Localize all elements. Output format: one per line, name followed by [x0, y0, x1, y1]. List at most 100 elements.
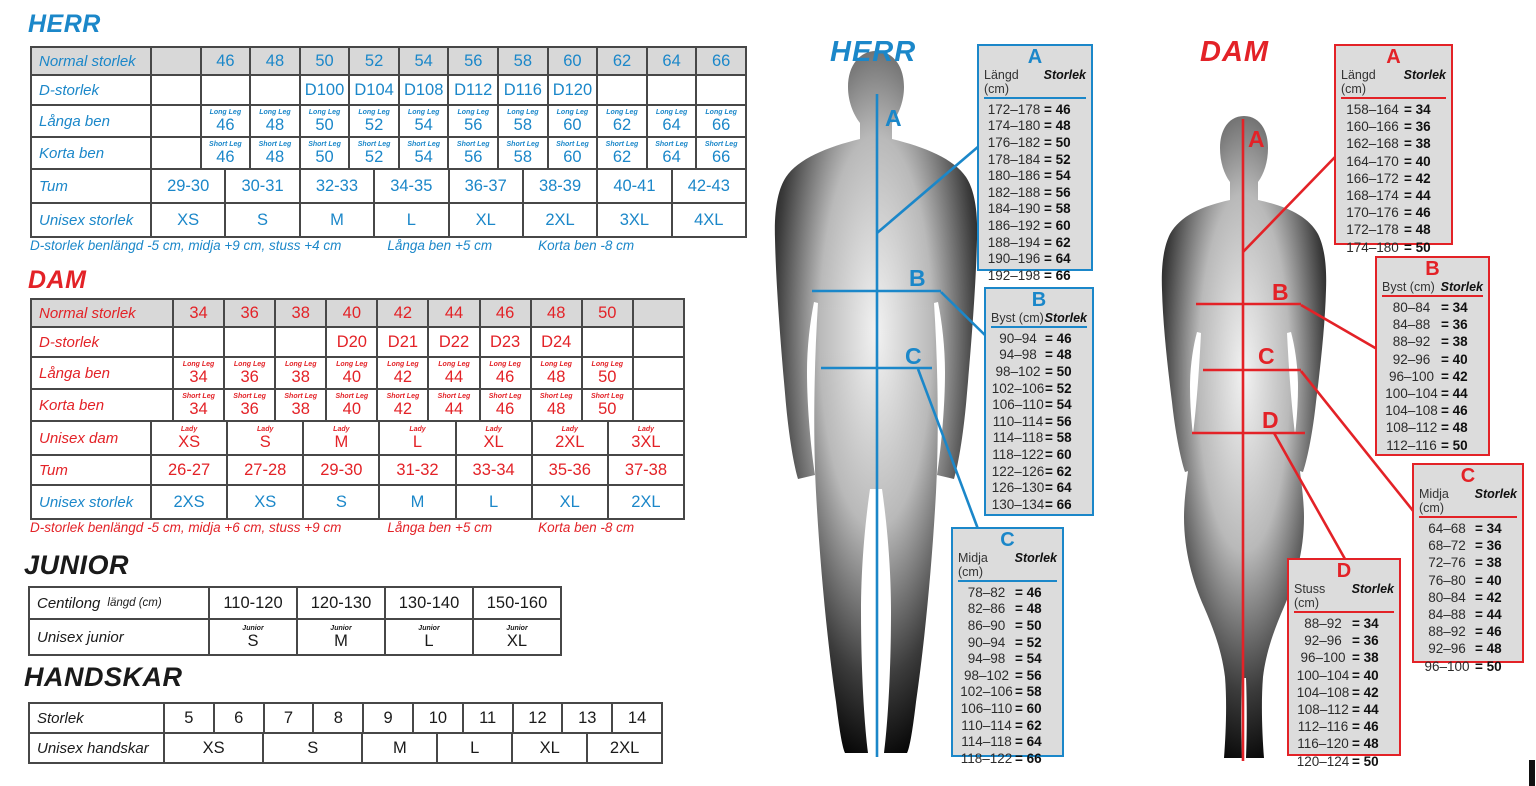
measure-range: 78–82	[967, 584, 1006, 600]
mapped-size: = 42	[1441, 368, 1468, 384]
size-cell: D120	[546, 76, 597, 104]
mapped-size: = 44	[1404, 188, 1431, 204]
size-cell: 48	[249, 48, 299, 74]
size-mapping-row: 102–106 = 52	[991, 380, 1087, 397]
mapped-size: = 36	[1441, 317, 1468, 333]
herr-marker-b: B	[909, 265, 926, 291]
size-cell: 14	[611, 704, 661, 732]
dam-hip-box: D Stuss (cm) Storlek 88–92 = 34 92–96 = 36 96–1…	[1287, 558, 1401, 769]
mapped-size: = 50	[1441, 437, 1468, 453]
measure-range: 92–96	[1304, 633, 1342, 649]
size-cell: Long Leg 48	[529, 358, 581, 388]
size-mapping-row: 106–110 = 54	[991, 396, 1087, 413]
measure-range: 84–88	[1428, 607, 1466, 623]
table-row: Normal storlek 34 36 38 40 42 44 46 48 50	[32, 300, 683, 326]
size-cell: Short Leg 58	[497, 138, 547, 168]
dam-marker-b: B	[1272, 279, 1289, 305]
size-cell	[631, 358, 683, 388]
size-cell: 36	[223, 300, 274, 326]
size-mapping-row: 168–174 = 44	[1341, 187, 1446, 204]
size-mapping-row: 86–90 = 50	[958, 617, 1057, 634]
size-cell: D104	[348, 76, 398, 104]
mapped-size: = 60	[1015, 700, 1042, 716]
size-mapping-row: 122–126 = 62	[991, 463, 1087, 480]
size-mapping-row: 182–188 = 56	[984, 184, 1086, 201]
row-label: Korta ben	[39, 396, 105, 414]
size-cell: Short Leg 50	[298, 138, 349, 168]
measure-range: 68–72	[1428, 538, 1466, 554]
size-mapping-row: 106–110 = 60	[958, 700, 1057, 717]
size-cell: Short Leg 50	[580, 390, 632, 420]
footnote-text: D-storlek benlängd -5 cm, midja +6 cm, s…	[30, 520, 342, 535]
size-mapping-row: 88–92 = 34	[1294, 615, 1394, 632]
herr-b-connector-line	[940, 291, 990, 340]
table-row: Storlek 5 6 7 8 9 10 11 12 13 14	[30, 704, 661, 732]
size-cell: M	[298, 204, 373, 236]
size-cell: 31-32	[378, 456, 454, 484]
size-cell: 33-34	[454, 456, 531, 484]
size-cell: 38	[274, 300, 325, 326]
table-row: Centilong längd (cm) 110-120 120-130 130-140…	[30, 588, 560, 618]
table-row: Normal storlek 46 48 50 52 54 56 58 60 62 64 66	[32, 48, 745, 74]
mapped-size: = 66	[1044, 267, 1071, 283]
size-cell: 46	[199, 48, 250, 74]
box-storlek-label: Storlek	[1014, 551, 1057, 565]
size-cell: XL	[447, 204, 522, 236]
size-cell: Short Leg 38	[274, 390, 325, 420]
size-cell: 62	[596, 48, 646, 74]
box-storlek-label: Storlek	[1474, 487, 1517, 501]
table-row: Korta ben Short Leg 46 Short Leg 48 Short Leg…	[32, 136, 745, 168]
size-cell: 3XL	[596, 204, 670, 236]
box-header: Midja (cm) Storlek	[958, 551, 1057, 582]
row-label: Tum	[39, 177, 68, 195]
size-mapping-row: 118–122 = 66	[958, 750, 1057, 767]
measure-range: 114–118	[961, 734, 1012, 750]
size-mapping-row: 114–118 = 58	[991, 430, 1087, 447]
measure-range: 186–192	[987, 217, 1041, 233]
size-mapping-row: 114–118 = 64	[958, 733, 1057, 750]
footnote-text: Korta ben -8 cm	[538, 520, 635, 535]
measure-range: 174–180	[1346, 239, 1399, 255]
size-mapping-row: 100–104 = 40	[1294, 667, 1394, 684]
size-cell	[199, 76, 250, 104]
herr-a-connector-line	[876, 145, 980, 234]
mapped-size: = 56	[1044, 184, 1071, 200]
dam-a-connector-line	[1242, 155, 1337, 253]
size-mapping-row: 192–198 = 66	[984, 267, 1086, 284]
measure-range: 76–80	[1428, 572, 1466, 588]
row-label: D-storlek	[39, 81, 100, 99]
size-mapping-row: 116–120 = 48	[1294, 735, 1394, 752]
size-cell: 40-41	[596, 170, 670, 202]
size-cell: Junior M	[296, 620, 384, 654]
row-label: Normal storlek	[39, 52, 136, 70]
box-header: Byst (cm) Storlek	[991, 311, 1087, 328]
size-cell: S	[262, 734, 361, 762]
measure-range: 108–112	[1297, 702, 1349, 718]
size-cell: Short Leg 54	[397, 138, 448, 168]
herr-length-box: A Längd (cm) Storlek 172–178 = 46 174–180 = 48…	[977, 44, 1093, 283]
measure-range: 82–86	[967, 601, 1006, 617]
mapped-size: = 46	[1475, 624, 1502, 640]
size-mapping-row: 188–194 = 62	[984, 234, 1086, 251]
measure-range: 112–116	[1386, 437, 1437, 453]
size-cell: Long Leg 44	[427, 358, 478, 388]
measure-range: 116–120	[1297, 736, 1349, 752]
size-cell: D23	[478, 328, 530, 356]
size-mapping-row: 112–116 = 46	[1294, 718, 1394, 735]
measure-range: 118–122	[960, 750, 1013, 766]
mapped-size: = 48	[1044, 118, 1071, 134]
size-mapping-row: 102–106 = 58	[958, 684, 1057, 701]
measure-range: 184–190	[987, 201, 1041, 217]
measure-range: 120–124	[1296, 753, 1350, 769]
size-mapping-row: 92–96 = 48	[1419, 640, 1517, 657]
size-cell: Long Leg 50	[580, 358, 632, 388]
size-cell	[580, 328, 632, 356]
size-cell: 60	[546, 48, 597, 74]
herr-figure-title: HERR	[830, 36, 917, 68]
junior-section-title: JUNIOR	[24, 550, 130, 580]
mapped-size: = 52	[1045, 380, 1072, 396]
size-cell: M	[378, 486, 454, 518]
size-cell: D20	[325, 328, 376, 356]
size-cell	[631, 300, 683, 326]
size-cell: Short Leg 46	[199, 138, 250, 168]
